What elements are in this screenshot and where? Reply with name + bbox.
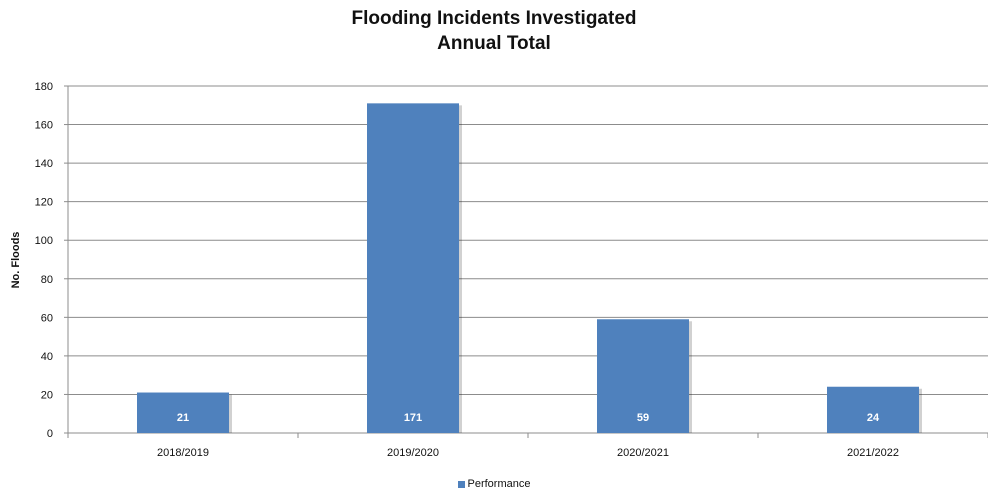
y-tick-label: 40 — [41, 351, 53, 363]
bar — [597, 319, 689, 433]
y-tick-label: 180 — [35, 81, 53, 93]
y-tick-label: 60 — [41, 312, 53, 324]
y-tick-label: 100 — [35, 235, 53, 247]
data-label: 24 — [867, 412, 880, 424]
bar — [827, 386, 919, 433]
legend-swatch — [457, 480, 465, 488]
data-label: 171 — [404, 412, 422, 424]
data-label: 21 — [177, 412, 189, 424]
chart-title-line-2: Annual Total — [437, 33, 551, 54]
bar — [137, 392, 229, 433]
x-tick-label: 2021/2022 — [847, 447, 899, 459]
x-tick-label: 2019/2020 — [387, 447, 439, 459]
data-label: 59 — [637, 412, 649, 424]
bar — [367, 103, 459, 433]
y-tick-label: 160 — [35, 120, 53, 132]
chart-title-line-1: Flooding Incidents Investigated — [351, 8, 637, 29]
x-tick-label: 2018/2019 — [157, 447, 209, 459]
chart-title: Flooding Incidents Investigated Annual T… — [0, 6, 988, 56]
y-tick-label: 80 — [41, 274, 53, 286]
legend-label: Performance — [467, 478, 531, 491]
y-tick-label: 20 — [41, 389, 53, 401]
y-tick-label: 140 — [35, 158, 53, 170]
y-tick-label: 120 — [35, 197, 53, 209]
y-tick-label: 0 — [47, 428, 53, 440]
x-tick-label: 2020/2021 — [617, 447, 669, 459]
legend: Performance — [0, 478, 988, 490]
